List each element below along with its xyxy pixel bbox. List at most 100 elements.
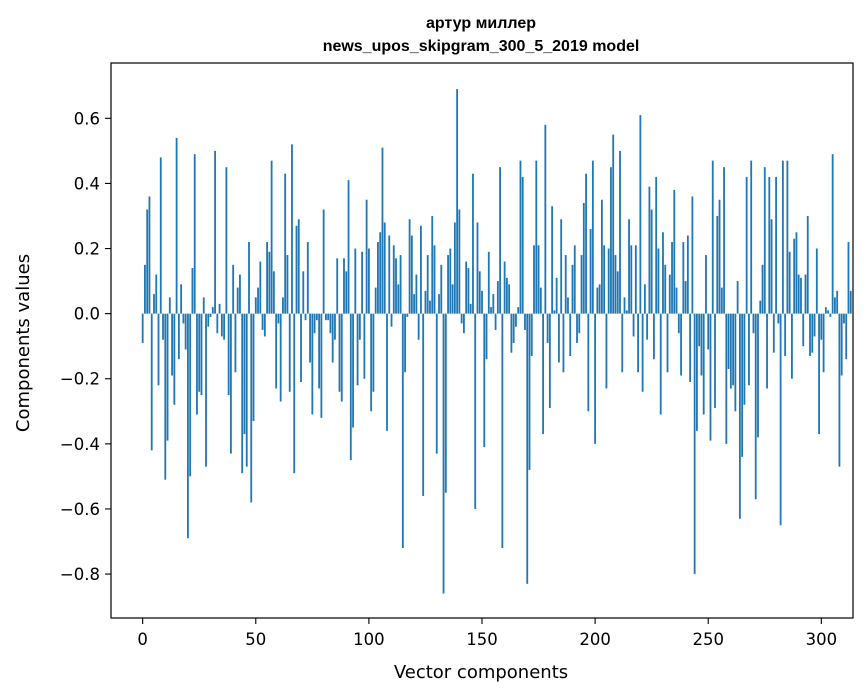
bar-260: [729, 313, 732, 389]
bar-308: [838, 313, 841, 467]
bar-156: [494, 313, 497, 330]
bar-1: [144, 264, 146, 314]
bar-254: [716, 215, 719, 314]
bar-77: [315, 313, 318, 321]
bar-283: [781, 160, 784, 314]
bar-6: [155, 274, 158, 314]
bar-177: [542, 313, 544, 435]
bar-241: [686, 235, 689, 314]
bar-106: [381, 147, 384, 314]
bar-209: [614, 255, 617, 314]
bar-174: [535, 160, 538, 314]
bar-50: [254, 297, 257, 314]
bar-132: [440, 264, 443, 314]
bar-134: [444, 313, 447, 493]
bar-292: [802, 313, 805, 347]
bar-144: [467, 268, 470, 314]
bar-234: [671, 242, 673, 314]
bar-139: [456, 89, 459, 314]
bar-87: [338, 313, 341, 392]
bar-248: [702, 313, 705, 415]
bar-275: [763, 167, 766, 314]
bar-130: [435, 313, 438, 454]
bar-28: [205, 313, 207, 467]
bar-232: [666, 313, 669, 373]
bar-121: [415, 274, 418, 314]
bar-204: [603, 245, 606, 314]
bar-82: [327, 313, 330, 321]
bar-187: [564, 255, 567, 314]
bar-26: [200, 313, 203, 396]
bar-79: [320, 313, 323, 418]
bar-78: [318, 313, 321, 389]
bar-307: [836, 290, 839, 314]
bar-49: [252, 313, 255, 422]
bar-223: [646, 313, 649, 340]
bar-104: [377, 242, 379, 314]
bar-159: [501, 313, 504, 549]
bar-146: [472, 173, 474, 314]
bar-119: [410, 235, 413, 314]
x-axis: 0 50 100 150 200 250 300: [137, 618, 837, 649]
bar-222: [643, 284, 646, 314]
bar-23: [193, 154, 196, 314]
bar-94: [354, 248, 357, 314]
bar-150: [481, 290, 483, 314]
bar-34: [218, 303, 221, 314]
bar-192: [576, 313, 578, 343]
bar-171: [528, 313, 531, 470]
bar-98: [363, 313, 366, 379]
bar-118: [408, 219, 411, 314]
bar-270: [752, 313, 755, 334]
y-tick-label: −0.4: [60, 435, 100, 454]
bar-60: [277, 313, 280, 324]
bar-115: [401, 313, 404, 549]
bar-95: [356, 313, 359, 386]
bar-291: [800, 277, 802, 314]
bar-138: [453, 222, 456, 314]
bar-262: [734, 313, 737, 412]
bar-55: [266, 242, 268, 314]
bar-88: [340, 313, 343, 402]
bar-162: [508, 284, 511, 314]
bar-31: [211, 307, 214, 314]
bar-11: [166, 313, 169, 441]
bar-14: [173, 313, 176, 405]
bar-25: [198, 313, 201, 392]
bar-141: [460, 313, 463, 324]
bar-255: [718, 199, 721, 314]
bar-151: [483, 313, 486, 448]
y-tick-label: −0.8: [60, 565, 100, 584]
bar-140: [458, 209, 461, 314]
bar-128: [431, 215, 434, 314]
bar-200: [594, 313, 597, 444]
bar-306: [834, 297, 836, 314]
bar-250: [707, 313, 710, 350]
bar-16: [177, 313, 180, 360]
bar-183: [555, 277, 558, 314]
bar-281: [777, 313, 780, 324]
bar-8: [159, 157, 162, 314]
y-tick-label: 0.4: [74, 174, 100, 193]
bar-103: [374, 287, 377, 314]
bar-27: [202, 297, 205, 314]
bar-274: [761, 264, 764, 314]
bar-224: [648, 186, 651, 314]
bar-297: [813, 313, 816, 337]
bar-145: [469, 303, 472, 314]
bar-284: [784, 313, 787, 356]
bar-17: [180, 284, 183, 314]
bar-301: [822, 313, 825, 373]
bar-245: [696, 313, 698, 431]
chart-title-line-2: news_upos_skipgram_300_5_2019 model: [323, 38, 640, 55]
bar-36: [223, 313, 226, 340]
bar-203: [600, 199, 603, 314]
bar-161: [505, 277, 508, 314]
bar-226: [653, 313, 655, 360]
bar-96: [358, 313, 361, 340]
bar-41: [234, 313, 237, 373]
bar-21: [189, 313, 192, 477]
bar-251: [709, 313, 712, 441]
bar-63: [284, 173, 287, 314]
bar-231: [664, 264, 667, 314]
